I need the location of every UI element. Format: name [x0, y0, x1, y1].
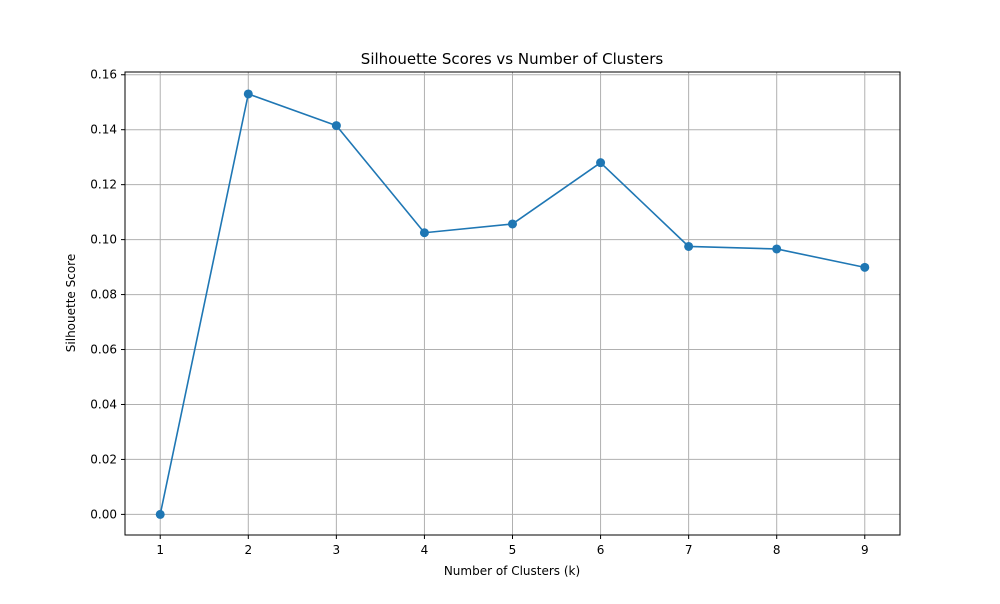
tick-layer: 1 2 3 4 5 6 7 8 9 0.00 0.02 0.04 0.06 0.08 0.10 0.12 0.1… — [90, 68, 868, 557]
data-point — [860, 262, 870, 272]
x-tick-label: 7 — [685, 543, 693, 557]
x-tick-label: 6 — [597, 543, 605, 557]
data-point — [508, 219, 517, 229]
x-tick-label: 8 — [773, 543, 781, 557]
chart-title: Silhouette Scores vs Number of Clusters — [361, 50, 664, 68]
y-tick-label: 0.04 — [90, 397, 117, 411]
x-axis-label: Number of Clusters (k) — [444, 564, 580, 578]
grid-layer — [125, 72, 900, 535]
x-tick-label: 5 — [509, 543, 517, 557]
y-tick-label: 0.02 — [90, 452, 117, 466]
data-point — [684, 241, 694, 251]
y-tick-label: 0.06 — [90, 343, 117, 357]
data-point — [596, 158, 606, 168]
x-tick-label: 9 — [861, 543, 869, 557]
y-tick-label: 0.12 — [90, 178, 117, 192]
series-layer — [155, 89, 870, 519]
y-axis-label: Silhouette Score — [64, 254, 78, 352]
y-tick-label: 0.08 — [90, 288, 117, 302]
y-tick-label: 0.16 — [90, 68, 117, 82]
data-point — [772, 244, 782, 254]
x-tick-label: 3 — [333, 543, 341, 557]
y-tick-label: 0.00 — [90, 507, 117, 521]
data-point — [331, 121, 341, 131]
data-point — [243, 89, 253, 99]
x-tick-label: 2 — [244, 543, 252, 557]
data-point — [419, 228, 429, 238]
y-tick-label: 0.10 — [90, 233, 117, 247]
x-tick-label: 4 — [421, 543, 429, 557]
data-point — [155, 509, 165, 519]
y-tick-label: 0.14 — [90, 123, 117, 137]
x-tick-label: 1 — [156, 543, 164, 557]
